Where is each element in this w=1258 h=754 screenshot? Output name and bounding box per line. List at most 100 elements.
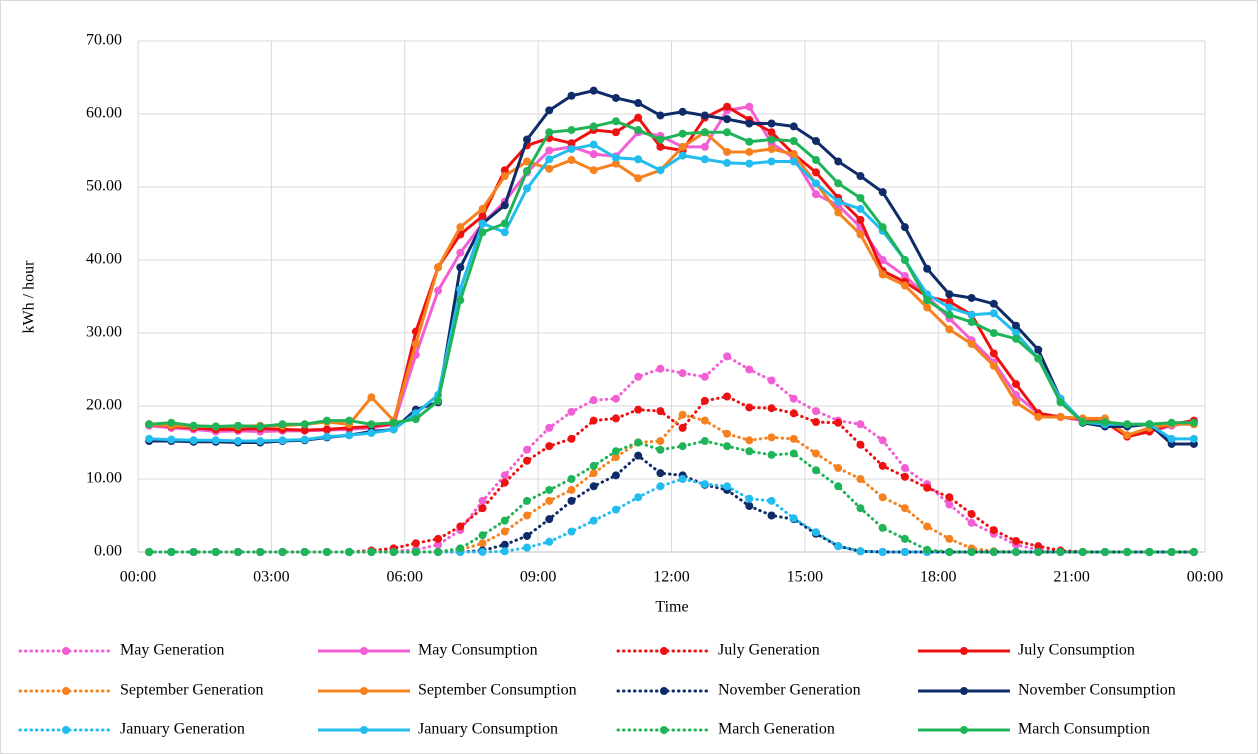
data-point xyxy=(700,128,709,137)
data-point xyxy=(834,482,843,491)
data-point xyxy=(322,432,331,441)
data-point xyxy=(745,159,754,168)
data-point xyxy=(1145,420,1154,429)
data-point xyxy=(900,472,909,481)
data-point xyxy=(656,135,665,144)
data-point xyxy=(767,376,776,385)
data-point xyxy=(767,496,776,505)
data-point xyxy=(478,212,487,221)
data-point xyxy=(834,208,843,217)
data-point xyxy=(300,420,309,429)
data-point xyxy=(234,548,243,556)
data-point xyxy=(700,155,709,164)
data-point xyxy=(878,270,887,279)
data-point xyxy=(478,204,487,213)
legend-label: November Generation xyxy=(718,682,861,699)
data-point xyxy=(923,264,932,273)
data-point xyxy=(967,293,976,302)
data-point xyxy=(611,394,620,403)
data-point xyxy=(945,290,954,299)
data-point xyxy=(545,146,554,155)
data-point xyxy=(678,151,687,160)
data-point xyxy=(589,482,598,491)
data-point xyxy=(1056,412,1065,421)
data-point xyxy=(589,396,598,405)
data-point xyxy=(189,421,198,430)
data-point xyxy=(878,461,887,470)
x-tick-label: 09:00 xyxy=(520,569,556,586)
data-point xyxy=(900,534,909,543)
data-point xyxy=(256,437,265,446)
data-point xyxy=(856,215,865,224)
data-point xyxy=(723,442,732,451)
data-point xyxy=(878,493,887,502)
data-point xyxy=(856,547,865,556)
data-point xyxy=(1012,537,1021,546)
data-point xyxy=(145,434,154,443)
data-point xyxy=(945,310,954,319)
data-point xyxy=(967,548,976,556)
data-point xyxy=(523,135,532,144)
data-point xyxy=(634,155,643,164)
data-point xyxy=(634,99,643,108)
data-point xyxy=(567,496,576,505)
data-point xyxy=(767,404,776,413)
data-point xyxy=(567,126,576,135)
data-point xyxy=(389,418,398,427)
data-point xyxy=(500,172,509,181)
legend-label: March Consumption xyxy=(1018,721,1150,738)
data-point xyxy=(745,436,754,445)
data-point xyxy=(967,510,976,519)
data-point xyxy=(234,421,243,430)
data-point xyxy=(434,534,443,543)
legend-label: September Consumption xyxy=(418,682,577,699)
data-point xyxy=(189,436,198,445)
legend-marker xyxy=(960,726,968,734)
y-tick-label: 30.00 xyxy=(86,324,122,341)
data-point xyxy=(989,361,998,370)
data-point xyxy=(1167,548,1176,556)
data-point xyxy=(700,480,709,489)
data-point xyxy=(1034,412,1043,421)
data-point xyxy=(456,544,465,553)
data-point xyxy=(789,394,798,403)
legend-label: May Consumption xyxy=(418,642,538,659)
data-point xyxy=(411,339,420,348)
data-point xyxy=(878,548,887,556)
data-point xyxy=(611,447,620,456)
data-point xyxy=(322,425,331,434)
data-point xyxy=(789,122,798,131)
legend-marker xyxy=(360,726,368,734)
data-point xyxy=(211,422,220,431)
x-tick-label: 06:00 xyxy=(387,569,423,586)
data-point xyxy=(1056,548,1065,556)
data-point xyxy=(900,548,909,556)
data-point xyxy=(878,436,887,445)
data-point xyxy=(500,478,509,487)
data-point xyxy=(656,469,665,478)
data-point xyxy=(1034,542,1043,551)
data-point xyxy=(856,420,865,429)
data-point xyxy=(945,493,954,502)
legend-marker xyxy=(660,687,668,695)
data-point xyxy=(611,117,620,126)
data-point xyxy=(723,392,732,401)
data-point xyxy=(278,548,287,556)
data-point xyxy=(745,502,754,511)
data-point xyxy=(545,537,554,546)
data-point xyxy=(567,485,576,494)
data-point xyxy=(723,147,732,156)
data-point xyxy=(478,228,487,237)
legend-marker xyxy=(62,687,70,695)
data-point xyxy=(523,157,532,166)
data-point xyxy=(234,437,243,446)
y-tick-label: 40.00 xyxy=(86,251,122,268)
data-point xyxy=(878,223,887,232)
data-point xyxy=(167,418,176,427)
data-point xyxy=(345,431,354,440)
data-point xyxy=(834,418,843,427)
data-point xyxy=(411,409,420,418)
data-point xyxy=(567,434,576,443)
data-point xyxy=(1012,334,1021,343)
